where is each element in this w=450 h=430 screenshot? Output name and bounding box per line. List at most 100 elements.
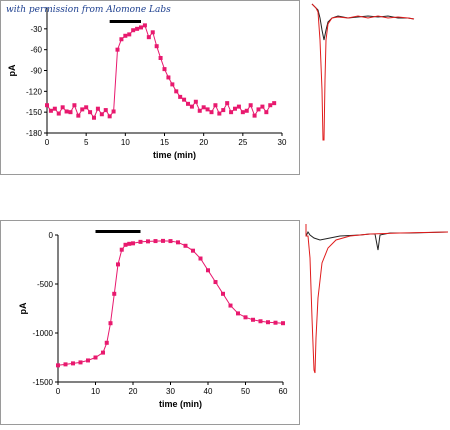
data-point	[72, 103, 77, 108]
data-point	[197, 108, 202, 113]
data-point	[142, 23, 147, 28]
data-point	[240, 110, 245, 115]
permission-credit: with permission from Alomone Labs	[6, 5, 171, 15]
y-axis-label: pA	[7, 64, 17, 76]
trace-top-red	[311, 3, 415, 141]
data-point	[174, 89, 179, 94]
x-tick-label: 20	[199, 138, 208, 147]
trace-bottom-black	[305, 224, 449, 251]
chart-bottom: 0 10 20 30 40 50 60 0 -500 -1000 -1500 time (min) pA	[0, 220, 300, 425]
x-tick-label: 10	[91, 387, 100, 396]
data-point	[229, 110, 234, 115]
y-tick-label: -1000	[33, 329, 54, 338]
data-point	[107, 114, 112, 119]
data-point	[201, 105, 206, 110]
chart-bottom-points	[56, 238, 285, 368]
data-point	[236, 311, 240, 316]
trace-top	[311, 3, 415, 141]
data-point	[123, 242, 128, 247]
drug-application-bar	[95, 230, 141, 233]
data-point	[244, 108, 249, 113]
data-point	[56, 111, 61, 116]
x-tick-label: 20	[129, 387, 138, 396]
chart-top: with permission from Alomone Labs 0 5 10 15…	[0, 0, 300, 175]
data-point	[273, 320, 278, 325]
data-point	[131, 28, 136, 33]
trace-bottom	[305, 224, 449, 374]
data-point	[162, 67, 167, 72]
y-tick-label: -1500	[33, 378, 54, 387]
y-tick-label: -60	[30, 46, 42, 55]
data-point	[153, 239, 158, 244]
data-point	[116, 262, 120, 267]
data-point	[221, 291, 225, 296]
y-tick-label: -180	[26, 129, 43, 138]
data-point	[68, 110, 73, 115]
data-point	[248, 103, 253, 108]
data-point	[119, 247, 124, 252]
data-point	[272, 101, 277, 106]
data-point	[209, 110, 214, 115]
data-point	[198, 256, 203, 261]
chart-top-points	[45, 23, 277, 120]
data-point	[86, 358, 90, 363]
data-point	[268, 103, 273, 108]
x-tick-label: 30	[278, 138, 287, 147]
data-point	[64, 109, 69, 114]
data-point	[56, 363, 60, 368]
data-point	[123, 33, 128, 38]
data-point	[127, 241, 132, 246]
data-point	[92, 115, 96, 120]
data-point	[101, 350, 105, 355]
data-point	[233, 106, 237, 111]
data-point	[166, 75, 171, 80]
data-point	[111, 109, 116, 114]
data-point	[260, 104, 265, 109]
data-point	[108, 321, 113, 326]
data-point	[88, 110, 93, 115]
chart-bottom-axes: 0 10 20 30 40 50 60 0 -500 -1000 -1500 time (min) pA	[18, 230, 288, 409]
data-point	[71, 361, 75, 366]
y-tick-label: -150	[26, 108, 43, 117]
data-point	[60, 105, 65, 110]
data-point	[146, 239, 150, 244]
data-point	[150, 30, 155, 35]
drug-application-bar	[109, 20, 141, 23]
trace-top-black	[311, 3, 415, 41]
x-tick-label: 60	[279, 387, 288, 396]
x-tick-label: 0	[56, 387, 61, 396]
y-tick-label: -90	[30, 67, 42, 76]
y-tick-label: -30	[30, 25, 42, 34]
data-point	[119, 37, 124, 42]
x-tick-label: 30	[166, 387, 175, 396]
data-point	[170, 82, 175, 87]
x-tick-label: 40	[204, 387, 213, 396]
y-tick-label: -500	[37, 280, 54, 289]
chart-top-axes: 0 5 10 15 20 25 30 -30 -60 -90 -120 -150 -180 time (m…	[7, 8, 287, 160]
data-point	[99, 112, 104, 117]
data-point	[176, 240, 180, 245]
data-point	[221, 108, 226, 113]
data-point	[63, 362, 68, 367]
data-point	[84, 105, 89, 110]
data-point	[168, 239, 173, 244]
x-tick-label: 10	[121, 138, 130, 147]
data-point	[236, 104, 241, 109]
data-point	[139, 25, 143, 30]
data-point	[154, 44, 159, 49]
data-point	[186, 101, 190, 106]
chart-bottom-frame	[0, 220, 300, 425]
data-point	[78, 360, 83, 365]
data-point	[191, 248, 195, 253]
data-point	[182, 97, 187, 102]
x-tick-label: 50	[241, 387, 250, 396]
y-tick-label: 0	[49, 231, 54, 240]
data-point	[48, 108, 53, 113]
data-point	[138, 239, 143, 244]
data-point	[205, 107, 210, 112]
x-tick-label: 15	[160, 138, 169, 147]
data-point	[104, 340, 109, 345]
x-tick-label: 25	[238, 138, 247, 147]
x-axis-label: time (min)	[153, 150, 196, 160]
data-point	[52, 106, 57, 111]
